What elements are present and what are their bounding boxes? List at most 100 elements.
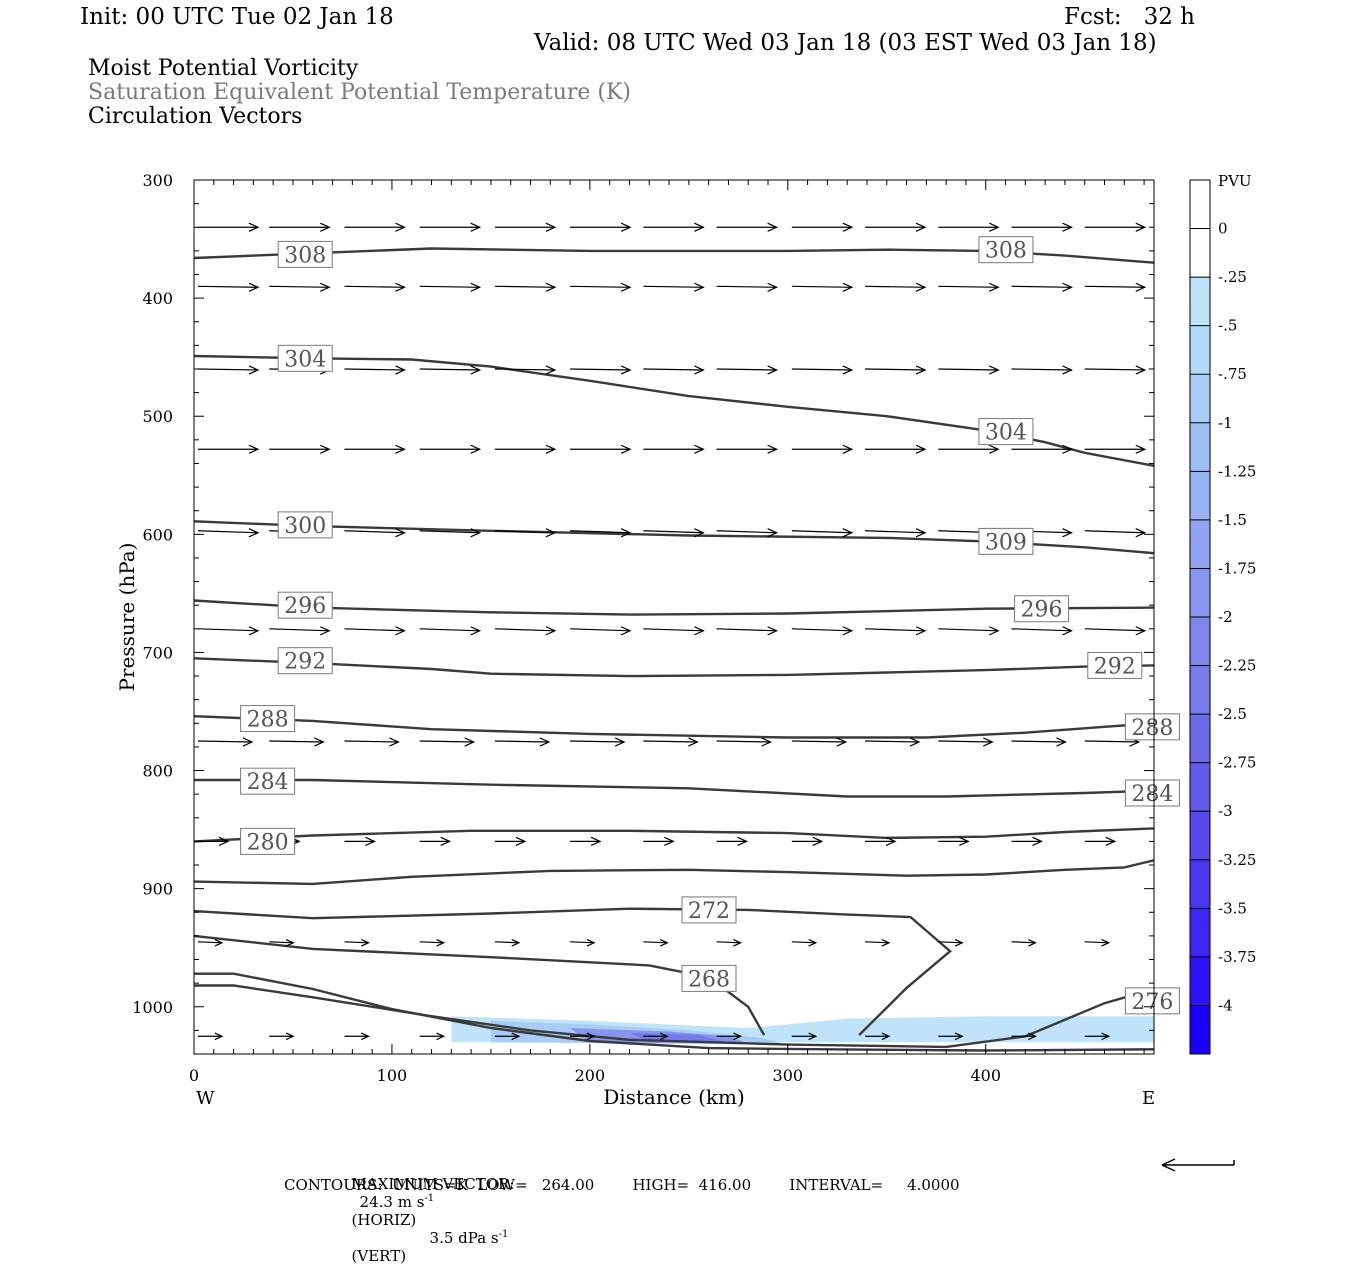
vector-head xyxy=(989,626,1000,636)
vector-head xyxy=(881,1032,891,1041)
colorbar-swatch xyxy=(1190,762,1210,812)
vector-arrow xyxy=(494,1032,521,1041)
contour-line-9 xyxy=(193,907,952,1036)
vector-arrow xyxy=(716,626,779,636)
vector-arrow xyxy=(716,528,779,538)
vector-head xyxy=(989,444,1000,454)
contour-label-text: 296 xyxy=(1021,598,1063,623)
vector-arrow xyxy=(570,939,596,947)
vector-head xyxy=(511,1032,521,1041)
vector-shaft xyxy=(1084,628,1145,632)
vector-arrow xyxy=(494,737,551,747)
contour-label-box xyxy=(978,527,1034,555)
theta-es-contours xyxy=(193,247,1155,1052)
vector-arrow xyxy=(198,444,260,454)
contour-line-4 xyxy=(193,657,1155,678)
vector-head xyxy=(885,836,897,847)
contour-line-10 xyxy=(193,934,766,1036)
contour-label-text: 272 xyxy=(688,899,730,924)
vector-arrow xyxy=(643,528,705,538)
vector-arrow xyxy=(938,444,1000,454)
contour-label-box xyxy=(978,418,1034,446)
vector-shaft xyxy=(494,740,549,743)
vector-head xyxy=(320,444,331,454)
contour-label-box xyxy=(277,591,333,619)
vector-shaft xyxy=(419,368,480,371)
vector-arrow xyxy=(791,626,854,636)
vector-head xyxy=(395,626,406,636)
vector-head xyxy=(511,939,521,947)
colorbar-label: -1.75 xyxy=(1218,559,1256,577)
vector-shaft xyxy=(269,740,324,743)
cross-section-chart: 308 308 304 304 300 309 296 296 292 292 288 288 284 2… xyxy=(115,171,1256,1172)
vector-head xyxy=(915,222,927,232)
pv-colorbar: PVU 0 -.25 -.5 -.75 -1 -1.25 -1.5 -1.75 -2 -2.25 -2… xyxy=(1189,172,1256,1055)
vector-arrow xyxy=(865,282,927,292)
vector-shaft xyxy=(269,285,330,288)
vector-shaft xyxy=(1011,285,1072,288)
vector-head xyxy=(539,737,551,747)
colorbar-swatch xyxy=(1190,568,1210,618)
contour-label: 276 xyxy=(1124,987,1180,1015)
vector-head xyxy=(361,1032,370,1041)
vector-head xyxy=(812,836,824,847)
colorbar-swatch xyxy=(1190,471,1210,521)
contour-labels: 308 308 304 304 300 309 296 296 292 292 288 288 284 2… xyxy=(240,236,1180,1015)
vector-shaft xyxy=(643,285,704,288)
contour-label-box xyxy=(1124,779,1180,807)
contour-label: 308 xyxy=(978,236,1034,264)
vector-head xyxy=(1062,282,1073,292)
vector-head xyxy=(842,365,854,375)
vector-arrow xyxy=(938,365,1000,375)
vector-arrow xyxy=(791,365,854,375)
vector-arrow xyxy=(643,836,675,847)
vector-arrow xyxy=(269,222,331,232)
vector-arrow xyxy=(419,626,482,636)
contour-label-box xyxy=(277,344,333,372)
vector-head xyxy=(767,528,779,538)
vector-head xyxy=(395,365,406,375)
vector-arrow xyxy=(938,737,994,747)
vector-head xyxy=(1135,282,1147,292)
vector-arrow xyxy=(643,365,705,375)
contour-label-box xyxy=(240,767,296,795)
vector-arrow xyxy=(570,365,632,375)
vector-arrow xyxy=(716,1032,743,1041)
contour-label: 296 xyxy=(1014,595,1070,623)
vector-head xyxy=(842,282,854,292)
vector-head xyxy=(620,444,632,454)
vector-arrow xyxy=(344,528,406,538)
vector-arrow xyxy=(494,626,557,636)
vector-arrow xyxy=(269,444,331,454)
vector-shaft xyxy=(865,368,926,371)
vector-shaft xyxy=(865,628,926,632)
vector-arrow xyxy=(197,939,224,947)
vector-arrow xyxy=(494,282,557,292)
vector-arrow xyxy=(570,626,632,636)
vector-head xyxy=(389,737,400,747)
vector-arrow xyxy=(1011,444,1073,454)
vector-shaft xyxy=(269,628,330,632)
vector-arrow xyxy=(865,528,927,538)
plot-frame xyxy=(193,179,1155,1055)
vector-shaft xyxy=(1084,941,1109,944)
vector-arrow xyxy=(344,836,376,847)
contour-label-box xyxy=(1124,987,1180,1015)
y-tick-label: 600 xyxy=(142,525,173,544)
contour-label-text: 284 xyxy=(247,770,289,795)
contour-label-box xyxy=(277,647,333,675)
vector-head xyxy=(620,626,632,636)
vector-shaft xyxy=(643,941,668,944)
vector-head xyxy=(395,528,406,538)
vector-arrow xyxy=(197,365,260,375)
vector-head xyxy=(842,528,854,538)
vector-head xyxy=(1135,626,1147,636)
vector-arrow xyxy=(197,737,254,747)
vector-arrow xyxy=(419,444,482,454)
forecast-hour: Fcst: 32 h xyxy=(1064,4,1195,30)
vector-arrow xyxy=(865,626,927,636)
vector-arrow xyxy=(716,444,779,454)
vector-head xyxy=(767,365,779,375)
contour-line-5 xyxy=(193,715,1155,739)
vector-head xyxy=(808,939,818,947)
